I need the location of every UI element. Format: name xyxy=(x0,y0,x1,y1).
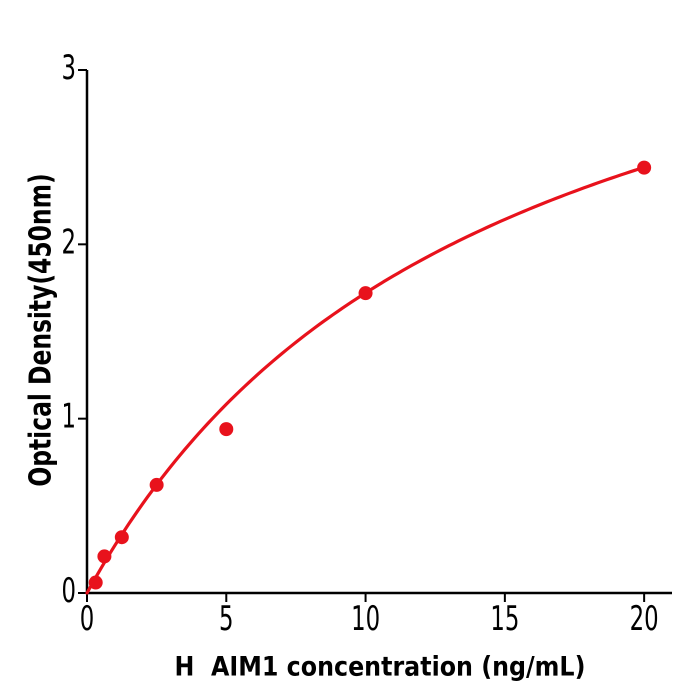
data-point xyxy=(97,549,112,564)
data-point xyxy=(114,530,129,545)
y-axis-title: Optical Density(450nm) xyxy=(23,173,59,487)
x-tick-label: 10 xyxy=(351,599,380,639)
x-axis-title: H AIM1 concentration (ng/mL) xyxy=(174,651,586,683)
x-tick-label: 15 xyxy=(490,599,519,639)
x-tick-label: 0 xyxy=(80,599,95,639)
x-tick-label: 5 xyxy=(219,599,234,639)
y-tick-label: 1 xyxy=(62,397,77,437)
fit-curve-line xyxy=(85,165,646,595)
data-point xyxy=(358,286,373,301)
x-tick-label: 20 xyxy=(630,599,659,639)
data-point xyxy=(149,477,164,492)
data-point xyxy=(219,422,234,437)
data-point xyxy=(637,160,652,175)
y-tick-label: 3 xyxy=(62,48,77,88)
data-point xyxy=(88,575,103,590)
y-tick-label: 0 xyxy=(62,571,77,611)
y-tick-label: 2 xyxy=(62,222,77,262)
